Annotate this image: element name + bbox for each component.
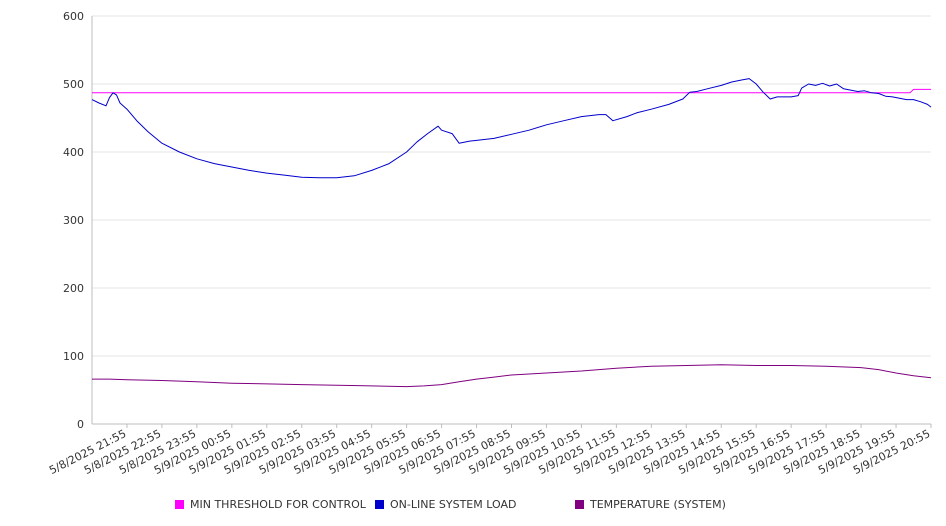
series-lines — [91, 78, 932, 388]
y-axis-ticks: 0 100 200 300 400 500 600 — [63, 10, 84, 431]
x-axis-ticks: 5/8/2025 21:555/8/2025 22:555/8/2025 23:… — [47, 424, 932, 477]
series-online-system-load-line — [91, 78, 932, 179]
legend-item-online-system-load: ON-LINE SYSTEM LOAD — [375, 498, 516, 511]
y-tick-label: 500 — [63, 78, 84, 91]
legend-swatch-online-system-load — [375, 500, 384, 509]
legend-label-min-threshold: MIN THRESHOLD FOR CONTROL — [190, 498, 366, 511]
legend-item-min-threshold: MIN THRESHOLD FOR CONTROL — [175, 498, 366, 511]
legend-label-temperature-system: TEMPERATURE (SYSTEM) — [590, 498, 726, 511]
legend: MIN THRESHOLD FOR CONTROL ON-LINE SYSTEM… — [0, 498, 946, 514]
legend-swatch-temperature-system — [575, 500, 584, 509]
series-temperature-system-line — [92, 364, 932, 388]
legend-item-temperature-system: TEMPERATURE (SYSTEM) — [575, 498, 726, 511]
legend-label-online-system-load: ON-LINE SYSTEM LOAD — [390, 498, 517, 511]
y-tick-label: 0 — [77, 418, 84, 431]
y-tick-label: 100 — [63, 350, 84, 363]
y-tick-label: 600 — [63, 10, 84, 23]
y-tick-label: 300 — [63, 214, 84, 227]
grid-lines — [92, 15, 931, 357]
y-tick-label: 200 — [63, 282, 84, 295]
series-min-threshold-line — [92, 88, 931, 94]
legend-swatch-min-threshold — [175, 500, 184, 509]
y-tick-label: 400 — [63, 146, 84, 159]
